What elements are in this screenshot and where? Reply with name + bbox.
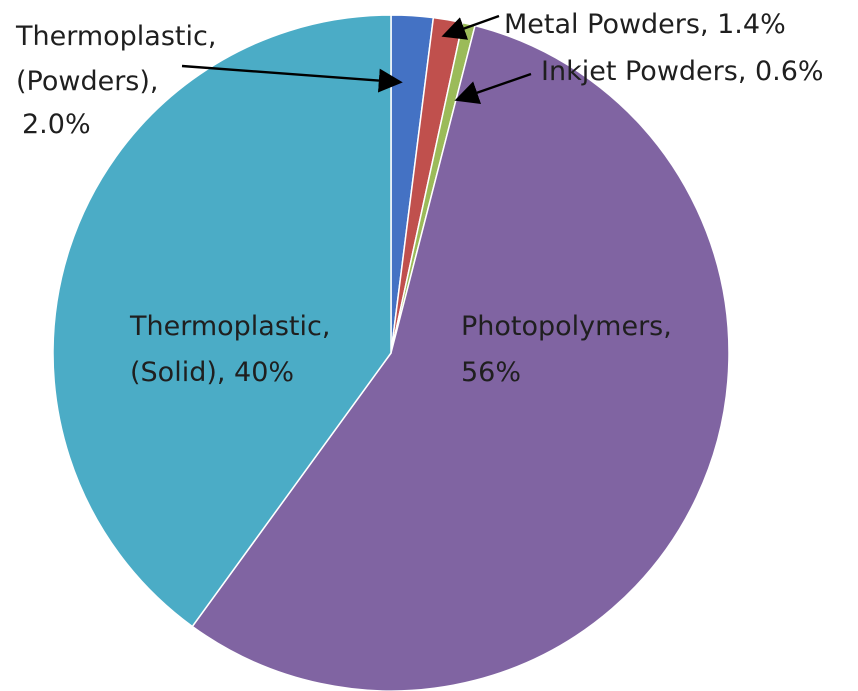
photopolymers-label-line2: 56% [461,357,521,388]
thermo-powders-leader-line [181,64,403,93]
slice-labels: Thermoplastic, (Powders), 2.0% Metal Pow… [15,9,824,388]
thermoplastic-powders-label-line3: 2.0% [22,109,91,140]
inkjet-powders-leader-line [454,72,532,105]
thermoplastic-powders-label-line1: Thermoplastic, [15,21,216,52]
slice-label-photopolymers: Photopolymers, 56% [461,311,680,388]
inkjet-powders-label-line1: Inkjet Powders, 0.6% [541,56,824,87]
slice-label-thermoplastic-solid: Thermoplastic, (Solid), 40% [129,311,339,388]
slice-label-thermoplastic-powders: Thermoplastic, (Powders), 2.0% [15,21,225,140]
thermoplastic-solid-label-line1: Thermoplastic, [129,311,330,342]
label-leader-lines [181,14,532,105]
slice-label-inkjet-powders: Inkjet Powders, 0.6% [541,56,824,87]
slice-label-metal-powders: Metal Powders, 1.4% [504,9,786,40]
thermoplastic-solid-label-line2: (Solid), 40% [130,357,294,388]
metal-powders-leader-line [441,14,500,40]
metal-powders-label-line1: Metal Powders, 1.4% [504,9,786,40]
pie-slice-photopolymers [191,24,730,691]
thermoplastic-powders-label-line2: (Powders), [16,66,159,97]
pie-slice-thermoplastic-solid [52,14,392,628]
photopolymers-label-line1: Photopolymers, [461,311,672,342]
pie-slices [52,14,730,691]
